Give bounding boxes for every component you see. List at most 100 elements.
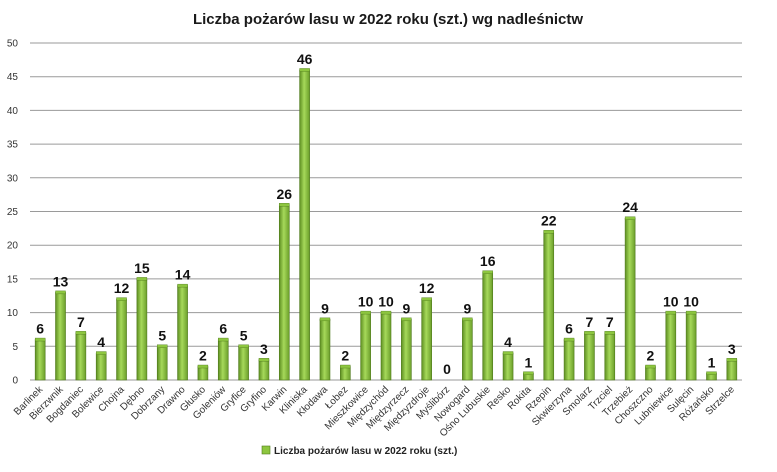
- bar: [462, 319, 473, 381]
- y-tick-label: 0: [12, 376, 18, 387]
- bar-cap: [218, 337, 229, 342]
- bar-cap: [482, 270, 493, 274]
- bar: [34, 339, 46, 381]
- data-label: 15: [134, 260, 150, 276]
- data-label: 5: [158, 327, 166, 343]
- bar: [75, 332, 87, 381]
- data-label: 22: [541, 213, 557, 229]
- data-label: 12: [114, 280, 130, 296]
- y-tick-label: 30: [7, 173, 19, 184]
- y-tick-label: 45: [7, 72, 19, 83]
- y-tick-label: 25: [7, 207, 19, 218]
- bar: [401, 319, 412, 381]
- bar: [238, 345, 249, 381]
- y-axis-ticks: 0 5 10 15 20 25 30 35 40 45 50: [7, 39, 19, 387]
- data-label: 10: [683, 294, 699, 310]
- bar: [563, 339, 575, 381]
- legend-swatch: [261, 445, 271, 455]
- bar: [665, 312, 677, 381]
- bar: [543, 231, 555, 381]
- bar-cap: [157, 344, 168, 348]
- bar-cap: [136, 277, 148, 281]
- bar-cap: [563, 337, 575, 342]
- data-label: 4: [504, 334, 512, 350]
- bar-cap: [502, 351, 514, 355]
- y-tick-label: 15: [7, 274, 19, 285]
- data-label: 10: [378, 294, 394, 310]
- bar-cap: [238, 344, 249, 348]
- data-label: 3: [728, 341, 736, 357]
- bar-cap: [258, 358, 270, 362]
- bar-cap: [55, 290, 66, 295]
- bar: [197, 366, 209, 381]
- bar-cap: [624, 216, 636, 220]
- bars: [34, 68, 738, 381]
- data-label: 10: [663, 294, 679, 310]
- data-label: 0: [443, 361, 451, 377]
- data-label: 4: [97, 334, 105, 350]
- bar: [319, 319, 331, 381]
- bar-cap: [584, 331, 595, 335]
- bar-cap: [279, 203, 290, 207]
- y-tick-label: 40: [7, 106, 19, 117]
- bar-cap: [34, 337, 46, 342]
- data-label: 5: [240, 327, 248, 343]
- bar: [258, 359, 270, 381]
- data-label: 1: [708, 354, 716, 370]
- x-axis-categories: BarlinekBierzwnikBogdaniecBolewiceChojna…: [12, 384, 737, 440]
- data-label: 46: [297, 51, 313, 67]
- bar: [136, 278, 148, 381]
- bar: [177, 285, 188, 381]
- data-label: 7: [586, 314, 594, 330]
- bar: [604, 332, 616, 381]
- bar-cap: [380, 310, 392, 315]
- data-label: 2: [341, 348, 349, 364]
- data-label: 13: [53, 273, 69, 289]
- bar-cap: [319, 317, 331, 322]
- bar: [278, 204, 290, 381]
- data-label: 16: [480, 253, 496, 269]
- data-label: 9: [463, 300, 471, 316]
- bar: [217, 339, 229, 381]
- bar: [299, 69, 310, 381]
- bar-cap: [75, 331, 87, 335]
- data-label: 2: [199, 348, 207, 364]
- bar-cap: [421, 297, 432, 301]
- data-label: 2: [647, 348, 655, 364]
- bar-cap: [685, 310, 697, 315]
- bar: [360, 312, 371, 381]
- bar-cap: [340, 364, 351, 369]
- bar-cap: [197, 364, 209, 369]
- data-label: 10: [358, 294, 374, 310]
- data-label: 7: [77, 314, 85, 330]
- y-tick-label: 50: [7, 39, 19, 50]
- bar-cap: [604, 331, 615, 335]
- bar-cap: [706, 371, 717, 375]
- data-label: 3: [260, 341, 268, 357]
- bar: [645, 366, 656, 381]
- bar-cap: [177, 283, 188, 288]
- bar-cap: [543, 230, 554, 234]
- bar: [502, 352, 514, 381]
- data-label: 12: [419, 280, 435, 296]
- bar: [421, 298, 432, 381]
- data-label: 6: [219, 321, 227, 337]
- bar: [116, 298, 127, 381]
- bar: [584, 332, 595, 381]
- data-label: 14: [175, 267, 191, 283]
- bar: [156, 345, 168, 381]
- bar-cap: [95, 351, 107, 355]
- y-tick-label: 10: [7, 308, 19, 319]
- bar-cap: [645, 364, 656, 369]
- bar-cap: [116, 297, 127, 301]
- chart-title: Liczba pożarów lasu w 2022 roku (szt.) w…: [193, 11, 583, 28]
- data-label: 6: [36, 321, 44, 337]
- bar-cap: [523, 371, 534, 375]
- bar: [726, 359, 738, 381]
- data-label: 1: [525, 354, 533, 370]
- bar: [55, 292, 66, 381]
- data-label: 9: [321, 300, 329, 316]
